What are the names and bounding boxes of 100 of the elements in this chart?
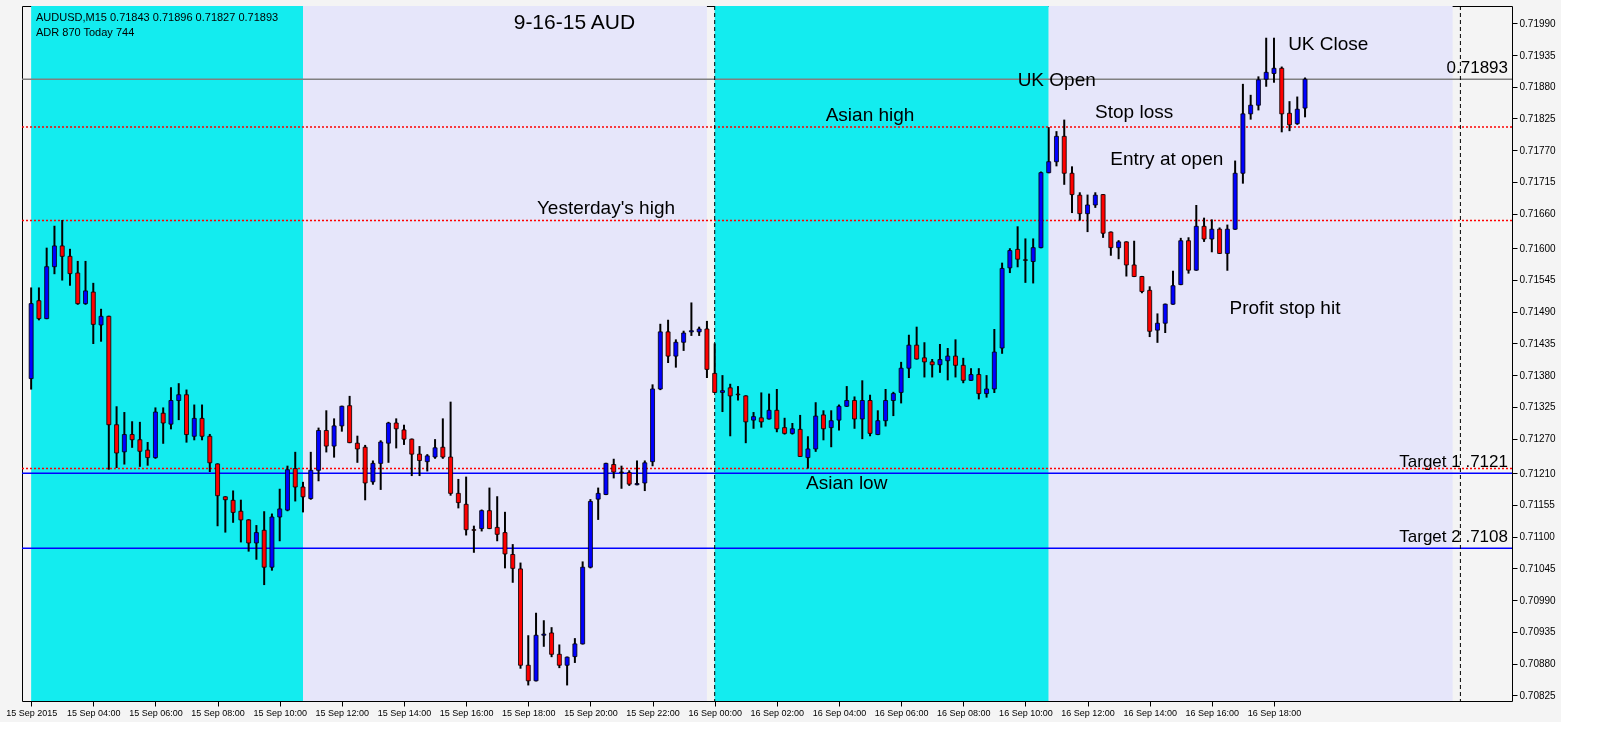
candlestick bbox=[331, 417, 337, 459]
candlestick bbox=[36, 286, 42, 322]
y-tick-label: 0.71770 bbox=[1519, 144, 1557, 156]
candlestick bbox=[875, 409, 881, 437]
annotation: ADR 870 Today 744 bbox=[36, 26, 135, 38]
candlestick bbox=[1123, 240, 1129, 278]
candlestick bbox=[572, 637, 578, 664]
candlestick bbox=[805, 435, 811, 470]
candlestick bbox=[1162, 302, 1168, 335]
candlestick bbox=[984, 374, 989, 399]
candlestick bbox=[160, 406, 166, 445]
ref-line-label: Target 2 .7108 bbox=[1399, 527, 1508, 547]
y-tick-label: 0.71825 bbox=[1519, 112, 1557, 124]
candlestick bbox=[191, 403, 197, 442]
candlestick bbox=[1271, 36, 1277, 84]
candlestick bbox=[386, 420, 391, 464]
annotation: Entry at open bbox=[1110, 148, 1224, 170]
x-tick-label: 16 Sep 16:00 bbox=[1185, 707, 1240, 718]
candlestick bbox=[937, 342, 943, 374]
x-tick-label: 15 Sep 06:00 bbox=[129, 707, 183, 718]
candlestick bbox=[541, 619, 547, 648]
y-tick-label: 0.71715 bbox=[1519, 176, 1557, 188]
y-tick-label: 0.71935 bbox=[1519, 49, 1557, 61]
annotation: Profit stop hit bbox=[1229, 297, 1342, 319]
candlestick bbox=[354, 434, 360, 464]
x-tick-label: 16 Sep 00:00 bbox=[688, 707, 742, 718]
x-tick-label: 16 Sep 06:00 bbox=[874, 707, 929, 718]
x-tick-label: 15 Sep 18:00 bbox=[501, 707, 556, 718]
y-tick-label: 0.71600 bbox=[1519, 242, 1557, 254]
candlestick bbox=[836, 403, 842, 432]
candlestick bbox=[929, 357, 935, 379]
ref-line-label: Target 1 .7121 bbox=[1399, 452, 1508, 472]
candlestick bbox=[300, 480, 306, 514]
candlestick bbox=[401, 423, 407, 446]
candlestick bbox=[906, 333, 912, 380]
x-tick-label: 16 Sep 04:00 bbox=[812, 707, 867, 718]
x-tick-label: 15 Sep 10:00 bbox=[253, 707, 307, 718]
x-tick-label: 15 Sep 12:00 bbox=[315, 707, 370, 718]
candlestick bbox=[688, 301, 694, 337]
candlestick bbox=[673, 338, 679, 369]
candlestick bbox=[720, 374, 725, 414]
candlestick bbox=[914, 325, 920, 361]
chart-title: 9-16-15 AUD bbox=[513, 10, 636, 33]
candlestick bbox=[199, 403, 205, 442]
candlestick bbox=[1116, 239, 1122, 261]
candlestick bbox=[455, 477, 461, 510]
y-tick-label: 0.70880 bbox=[1519, 658, 1557, 670]
candlestick bbox=[1007, 247, 1013, 275]
candlestick bbox=[1294, 95, 1300, 126]
candlestick bbox=[922, 341, 927, 379]
candlestick bbox=[440, 417, 446, 460]
candlestick bbox=[98, 307, 104, 343]
candlestick bbox=[727, 382, 733, 438]
x-tick-label: 15 Sep 16:00 bbox=[439, 707, 494, 718]
y-tick-label: 0.71155 bbox=[1519, 499, 1556, 511]
candlestick bbox=[432, 438, 438, 460]
x-tick-label: 16 Sep 10:00 bbox=[999, 707, 1053, 718]
x-tick-label: 15 Sep 2015 bbox=[6, 707, 58, 718]
candlestick bbox=[222, 495, 228, 534]
x-tick-label: 15 Sep 14:00 bbox=[377, 707, 432, 718]
y-tick-label: 0.71435 bbox=[1519, 337, 1557, 349]
candlestick bbox=[176, 382, 182, 422]
y-tick-label: 0.70990 bbox=[1519, 594, 1557, 606]
candlestick bbox=[735, 385, 741, 402]
candlestick bbox=[595, 486, 601, 521]
annotation: Asian low bbox=[806, 471, 888, 493]
annotation: AUDUSD,M15 0.71843 0.71896 0.71827 0.71893 bbox=[36, 11, 279, 23]
x-tick-label: 15 Sep 22:00 bbox=[626, 707, 680, 718]
x-tick-label: 16 Sep 02:00 bbox=[750, 707, 805, 718]
candlestick bbox=[1046, 126, 1052, 175]
candlestick bbox=[1170, 269, 1176, 306]
x-tick-label: 16 Sep 14:00 bbox=[1123, 707, 1177, 718]
x-tick-label: 15 Sep 20:00 bbox=[564, 707, 618, 718]
candlestick bbox=[471, 524, 477, 554]
candlestick bbox=[339, 404, 345, 433]
candlestick bbox=[129, 420, 135, 449]
candlestick bbox=[494, 495, 500, 543]
candlestick bbox=[52, 224, 57, 276]
y-tick-label: 0.70935 bbox=[1519, 626, 1557, 638]
candlestick bbox=[766, 392, 772, 421]
candlestick bbox=[1069, 165, 1075, 215]
candlestick bbox=[83, 259, 88, 306]
x-tick-label: 16 Sep 08:00 bbox=[936, 707, 991, 718]
candlestick bbox=[277, 487, 283, 543]
y-tick-label: 0.71380 bbox=[1519, 369, 1557, 381]
candlestick bbox=[883, 387, 888, 428]
candlestick bbox=[1085, 193, 1090, 234]
candlestick bbox=[121, 411, 127, 466]
annotation: UK Open bbox=[1017, 69, 1096, 91]
candlestick bbox=[487, 486, 492, 531]
candlestick bbox=[525, 634, 531, 687]
candlestick bbox=[393, 417, 399, 450]
candlestick bbox=[945, 347, 951, 382]
annotation: Asian high bbox=[825, 104, 915, 126]
annotation: Stop loss bbox=[1095, 101, 1174, 123]
candlestick bbox=[1023, 237, 1028, 284]
candlestick bbox=[323, 409, 329, 454]
candlestick bbox=[890, 390, 896, 418]
candlestick bbox=[238, 498, 244, 544]
y-tick-label: 0.71210 bbox=[1519, 467, 1557, 479]
